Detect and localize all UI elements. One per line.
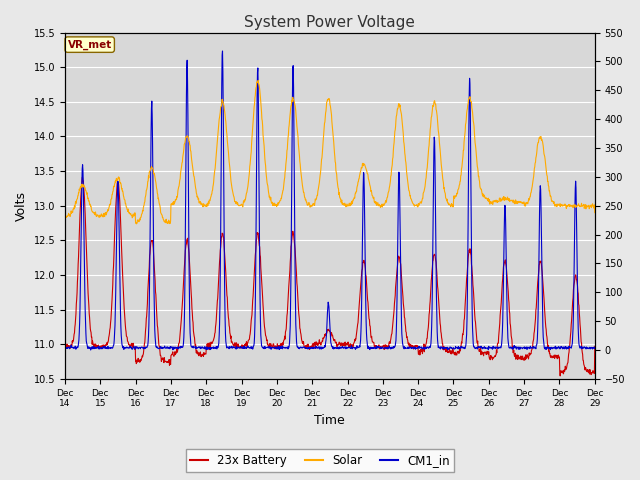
- Legend: 23x Battery, Solar, CM1_in: 23x Battery, Solar, CM1_in: [186, 449, 454, 472]
- Y-axis label: Volts: Volts: [15, 191, 28, 221]
- Text: VR_met: VR_met: [68, 39, 112, 50]
- X-axis label: Time: Time: [314, 414, 345, 427]
- Title: System Power Voltage: System Power Voltage: [244, 15, 415, 30]
